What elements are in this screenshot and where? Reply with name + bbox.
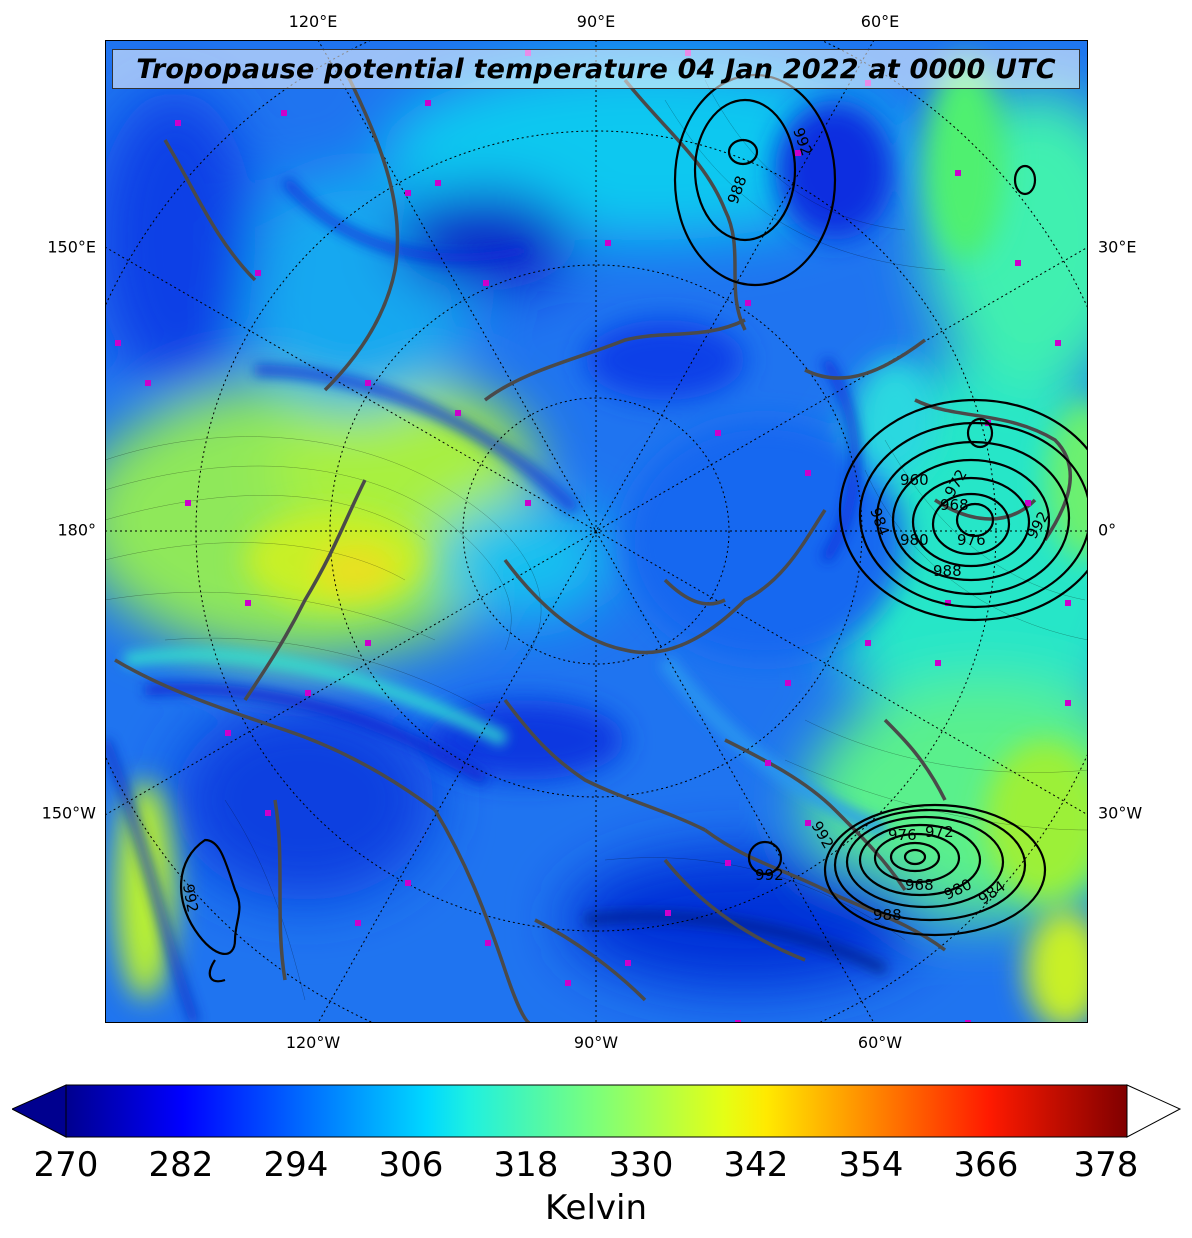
lon-label-bottom-90w: 90°W	[573, 1033, 619, 1052]
lon-label-top-90e: 90°E	[576, 12, 616, 31]
lon-label-bottom-60w: 60°W	[857, 1033, 903, 1052]
colorbar-tick: 282	[148, 1145, 214, 1185]
lon-label-left-180: 180°	[57, 520, 96, 540]
lon-label-bottom-120w: 120°W	[285, 1033, 341, 1052]
colorbar-tick: 330	[608, 1145, 674, 1185]
contour-label: 976	[888, 826, 917, 844]
lon-label-right-30e: 30°E	[1098, 237, 1137, 257]
contour-group-low-greenland-south	[823, 803, 1047, 937]
colorbar-tick: 306	[378, 1145, 444, 1185]
contour-low-gulf-alaska	[179, 838, 241, 983]
contour-label: 988	[933, 562, 962, 580]
contour-label: 992	[755, 866, 784, 884]
lon-label-right-30w: 30°W	[1098, 803, 1143, 823]
colorbar-tick: 378	[1073, 1145, 1139, 1185]
isentrope-lines	[105, 79, 1088, 1001]
map-canvas: 960 968 972 976 980 984 988 992 992 988 …	[105, 40, 1088, 1023]
contour-low-hudson	[747, 840, 783, 876]
colorbar-tick: 270	[33, 1145, 99, 1185]
colorbar-extend-high	[1126, 1084, 1182, 1138]
colorbar-gradient	[65, 1084, 1128, 1138]
colorbar-tick: 294	[263, 1145, 329, 1185]
map-frame	[105, 40, 1088, 1023]
map-panel: 960 968 972 976 980 984 988 992 992 988 …	[105, 40, 1088, 1023]
colorbar-label: Kelvin	[544, 1188, 648, 1228]
contour-label: 968	[905, 876, 934, 894]
colorbar	[12, 1084, 1182, 1138]
contour-group-low-north-atlantic	[838, 398, 1088, 622]
contour-label: 972	[925, 823, 954, 841]
pressure-contours	[179, 73, 1088, 983]
colorbar-tick: 342	[723, 1145, 789, 1185]
colorbar-tick: 366	[953, 1145, 1019, 1185]
map-title: Tropopause potential temperature 04 Jan …	[112, 49, 1080, 89]
colorbar-extend-low	[12, 1084, 67, 1138]
contour-label: 980	[900, 531, 929, 549]
colorbar-tick: 318	[493, 1145, 559, 1185]
contour-label: 992	[179, 883, 202, 914]
lon-label-right-0: 0°	[1098, 520, 1117, 540]
contour-label: 988	[873, 906, 902, 924]
contour-label: 968	[940, 496, 969, 514]
lon-label-left-150e: 150°E	[47, 237, 96, 257]
contour-label: 960	[900, 471, 929, 489]
colorbar-tick: 354	[838, 1145, 904, 1185]
lon-label-left-150w: 150°W	[41, 803, 96, 823]
lon-label-top-120e: 120°E	[288, 12, 338, 31]
lon-label-top-60e: 60°E	[860, 12, 900, 31]
temperature-field-detail	[115, 60, 1088, 1023]
contour-label: 976	[957, 531, 986, 549]
